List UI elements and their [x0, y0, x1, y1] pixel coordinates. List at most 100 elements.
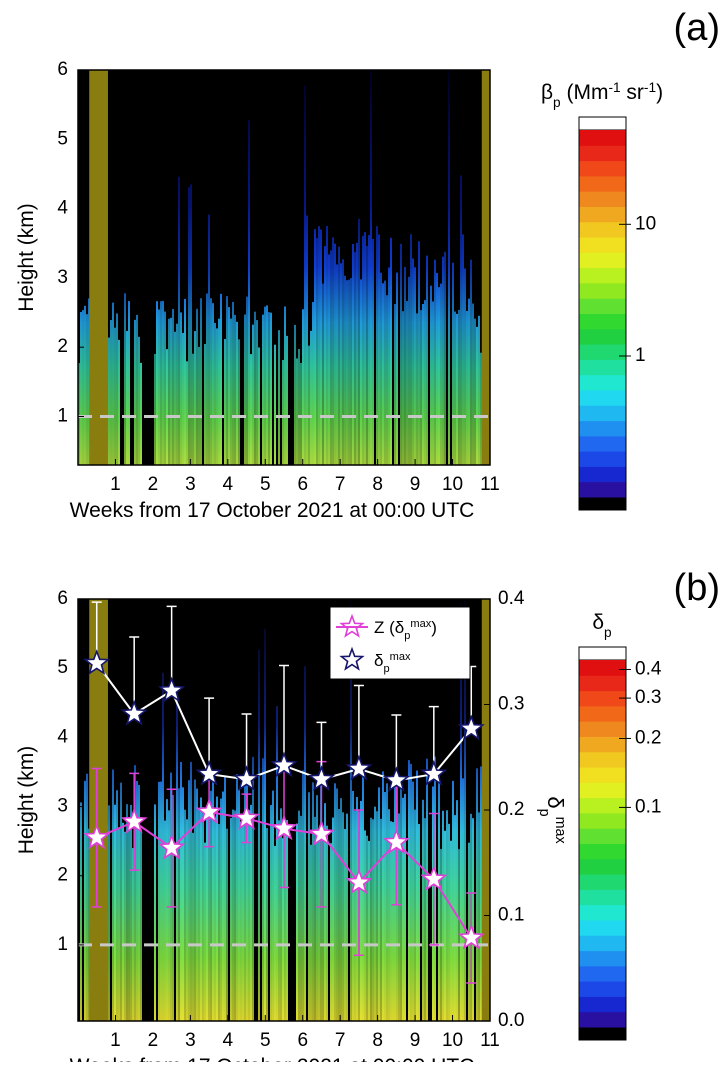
- heatmap-column: [182, 787, 184, 1021]
- heatmap-column: [184, 298, 186, 465]
- x-tick-label: 10: [442, 1030, 463, 1051]
- instrument-gap: [481, 70, 490, 465]
- text-part: -1: [608, 80, 620, 95]
- heatmap-column: [230, 818, 232, 1021]
- heatmap-column: [308, 792, 310, 1021]
- heatmap-column: [446, 810, 448, 1021]
- heatmap-column: [382, 283, 384, 465]
- text-part: δ: [543, 796, 568, 808]
- heatmap-column: [250, 804, 252, 1021]
- heatmap-column: [432, 301, 434, 465]
- heatmap-column: [218, 823, 220, 1021]
- heatmap-column: [294, 324, 296, 465]
- colorbar-frame: [578, 116, 627, 511]
- heatmap-column: [122, 822, 124, 1021]
- y-tick-label: 2: [57, 336, 68, 357]
- heatmap-column: [414, 267, 416, 465]
- heatmap-column: [352, 790, 354, 1021]
- heatmap-column: [258, 347, 260, 465]
- heatmap-column: [220, 293, 222, 465]
- y-tick-label: 3: [57, 796, 68, 817]
- heatmap-column: [214, 817, 216, 1021]
- heatmap-column: [192, 353, 194, 465]
- star-marker: [345, 754, 373, 781]
- heatmap-column: [442, 256, 444, 465]
- colorbar-band: [579, 797, 626, 814]
- colorbar-band: [579, 705, 626, 722]
- star-marker: [232, 804, 261, 830]
- heatmap-column: [108, 805, 110, 1021]
- heatmap-column: [296, 358, 298, 465]
- heatmap-column: [206, 293, 208, 465]
- heatmap-column: [278, 820, 280, 1021]
- heatmap-column: [360, 801, 362, 1021]
- heatmap-column: [88, 828, 90, 1021]
- heatmap-column: [456, 313, 458, 465]
- heatmap-column: [474, 318, 476, 465]
- heatmap-column: [112, 769, 114, 1021]
- heatmap-column: [194, 331, 196, 465]
- star-marker: [158, 833, 186, 860]
- star-marker: [195, 797, 223, 824]
- heatmap-column: [250, 354, 252, 465]
- heatmap-column: [254, 311, 256, 465]
- heatmap-column: [210, 790, 212, 1021]
- heatmap-column: [410, 763, 412, 1021]
- heatmap-column: [330, 843, 332, 1021]
- y-tick-label: 4: [57, 726, 68, 747]
- heatmap-column: [462, 234, 464, 465]
- heatmap-column: [464, 268, 466, 465]
- colorbar-floor: [579, 497, 626, 510]
- heatmap-column: [304, 85, 306, 465]
- heatmap-column: [190, 184, 192, 465]
- heatmap-column: [108, 337, 110, 465]
- heatmap-column: [462, 778, 464, 1021]
- heatmap-column: [208, 214, 210, 465]
- heatmap-column: [186, 819, 188, 1021]
- heatmap-column: [84, 780, 86, 1021]
- heatmap-column: [306, 215, 308, 465]
- text-part: (Mm: [561, 81, 609, 104]
- heatmap-column: [442, 810, 444, 1021]
- star-marker: [420, 864, 448, 891]
- heatmap-column: [460, 603, 462, 1021]
- plot-frame: [77, 69, 491, 466]
- y-tick-label: 5: [57, 657, 68, 678]
- colorbar-band: [579, 782, 626, 799]
- heatmap-column: [140, 829, 142, 1021]
- heatmap-column: [164, 311, 166, 465]
- y-tick-label: 6: [57, 59, 68, 80]
- heatmap-column: [330, 250, 332, 465]
- heatmap-column: [134, 319, 136, 465]
- heatmap-column: [280, 808, 282, 1021]
- colorbar-band: [579, 1011, 626, 1028]
- heatmap-column: [416, 313, 418, 465]
- x-tick-label: 4: [223, 474, 234, 495]
- heatmap-column: [166, 349, 168, 465]
- colorbar-band: [579, 206, 626, 223]
- star-marker: [307, 765, 336, 791]
- heatmap-column: [266, 305, 268, 465]
- heatmap-column: [476, 326, 478, 465]
- heatmap-column: [420, 310, 422, 465]
- x-tick-label: 4: [223, 1030, 234, 1051]
- heatmap-column: [196, 308, 198, 465]
- heatmap-column: [436, 272, 438, 465]
- heatmap-column: [302, 770, 304, 1021]
- heatmap-column: [128, 301, 130, 465]
- heatmap-column: [114, 327, 116, 465]
- heatmap-column: [114, 804, 116, 1021]
- text-part: -1: [644, 80, 656, 95]
- text-part: p: [604, 625, 612, 640]
- colorbar-band: [579, 237, 626, 253]
- heatmap-column: [200, 298, 202, 465]
- heatmap-column: [454, 815, 456, 1021]
- heatmap-column: [212, 303, 214, 465]
- heatmap-column: [390, 237, 392, 465]
- heatmap-column: [204, 842, 206, 1021]
- heatmap-column: [408, 760, 410, 1021]
- colorbar-band: [579, 191, 626, 207]
- y-axis-label: Height (km): [15, 746, 38, 855]
- x-tick-label: 6: [297, 474, 308, 495]
- heatmap-column: [376, 226, 378, 465]
